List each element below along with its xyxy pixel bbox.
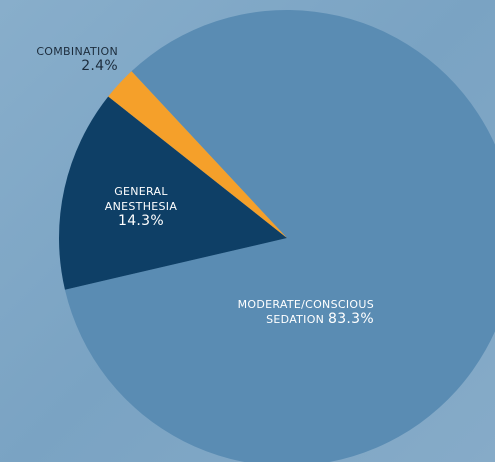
value-label: 14.3% [118, 213, 164, 229]
value-label: 83.3% [328, 311, 374, 327]
pie-slice [59, 96, 288, 290]
pie-slice [64, 10, 495, 462]
slice-label: GENERAL ANESTHESIA 14.3% [96, 184, 186, 229]
value-label: 2.4% [81, 58, 118, 74]
category-label: MODERATE/CONSCIOUS SEDATION [237, 298, 374, 326]
category-label: COMBINATION [36, 45, 118, 58]
category-label: GENERAL ANESTHESIA [104, 185, 178, 213]
slice-label: MODERATE/CONSCIOUS SEDATION 83.3% [200, 297, 374, 327]
slice-label: COMBINATION 2.4% [14, 44, 118, 74]
pie-slice [108, 71, 288, 238]
